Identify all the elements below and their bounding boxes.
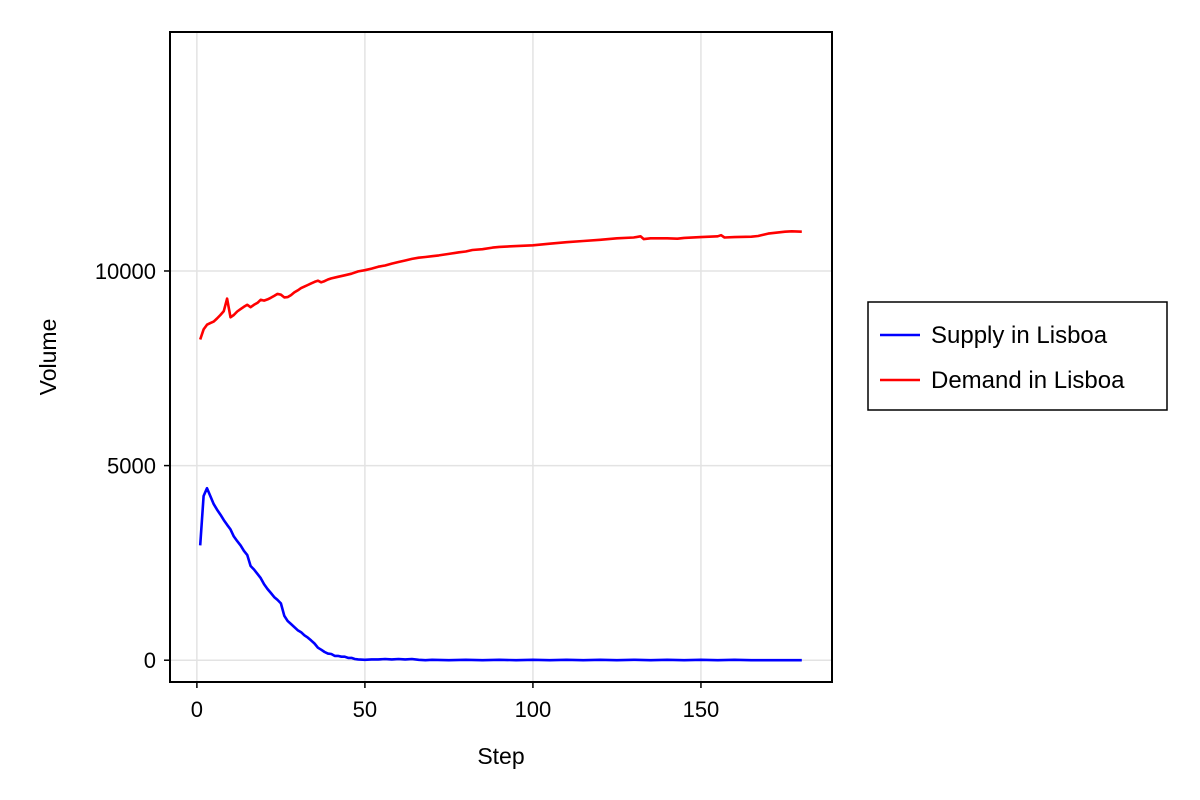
series-line-supply: [198, 486, 802, 662]
x-tick-label: 150: [683, 697, 720, 722]
legend-label-supply: Supply in Lisboa: [931, 322, 1108, 349]
series-lines: [198, 230, 802, 662]
x-tick-label: 0: [191, 697, 203, 722]
plot-frame: [169, 31, 833, 683]
grid: [170, 32, 832, 682]
x-axis-title: Step: [477, 743, 524, 769]
legend-label-demand: Demand in Lisboa: [931, 367, 1125, 394]
legend-box: [867, 301, 1168, 411]
y-tick-label: 0: [144, 648, 156, 673]
y-tick-label: 5000: [107, 454, 156, 479]
y-tick-label: 10000: [95, 259, 156, 284]
x-tick-label: 50: [353, 697, 377, 722]
x-tick-label: 100: [515, 697, 552, 722]
series-line-demand: [198, 230, 802, 340]
axis-ticks: 0 50 100 150 0 5000 10000: [95, 259, 719, 722]
y-axis-title: Volume: [35, 319, 61, 396]
legend: Supply in Lisboa Demand in Lisboa: [867, 301, 1168, 411]
